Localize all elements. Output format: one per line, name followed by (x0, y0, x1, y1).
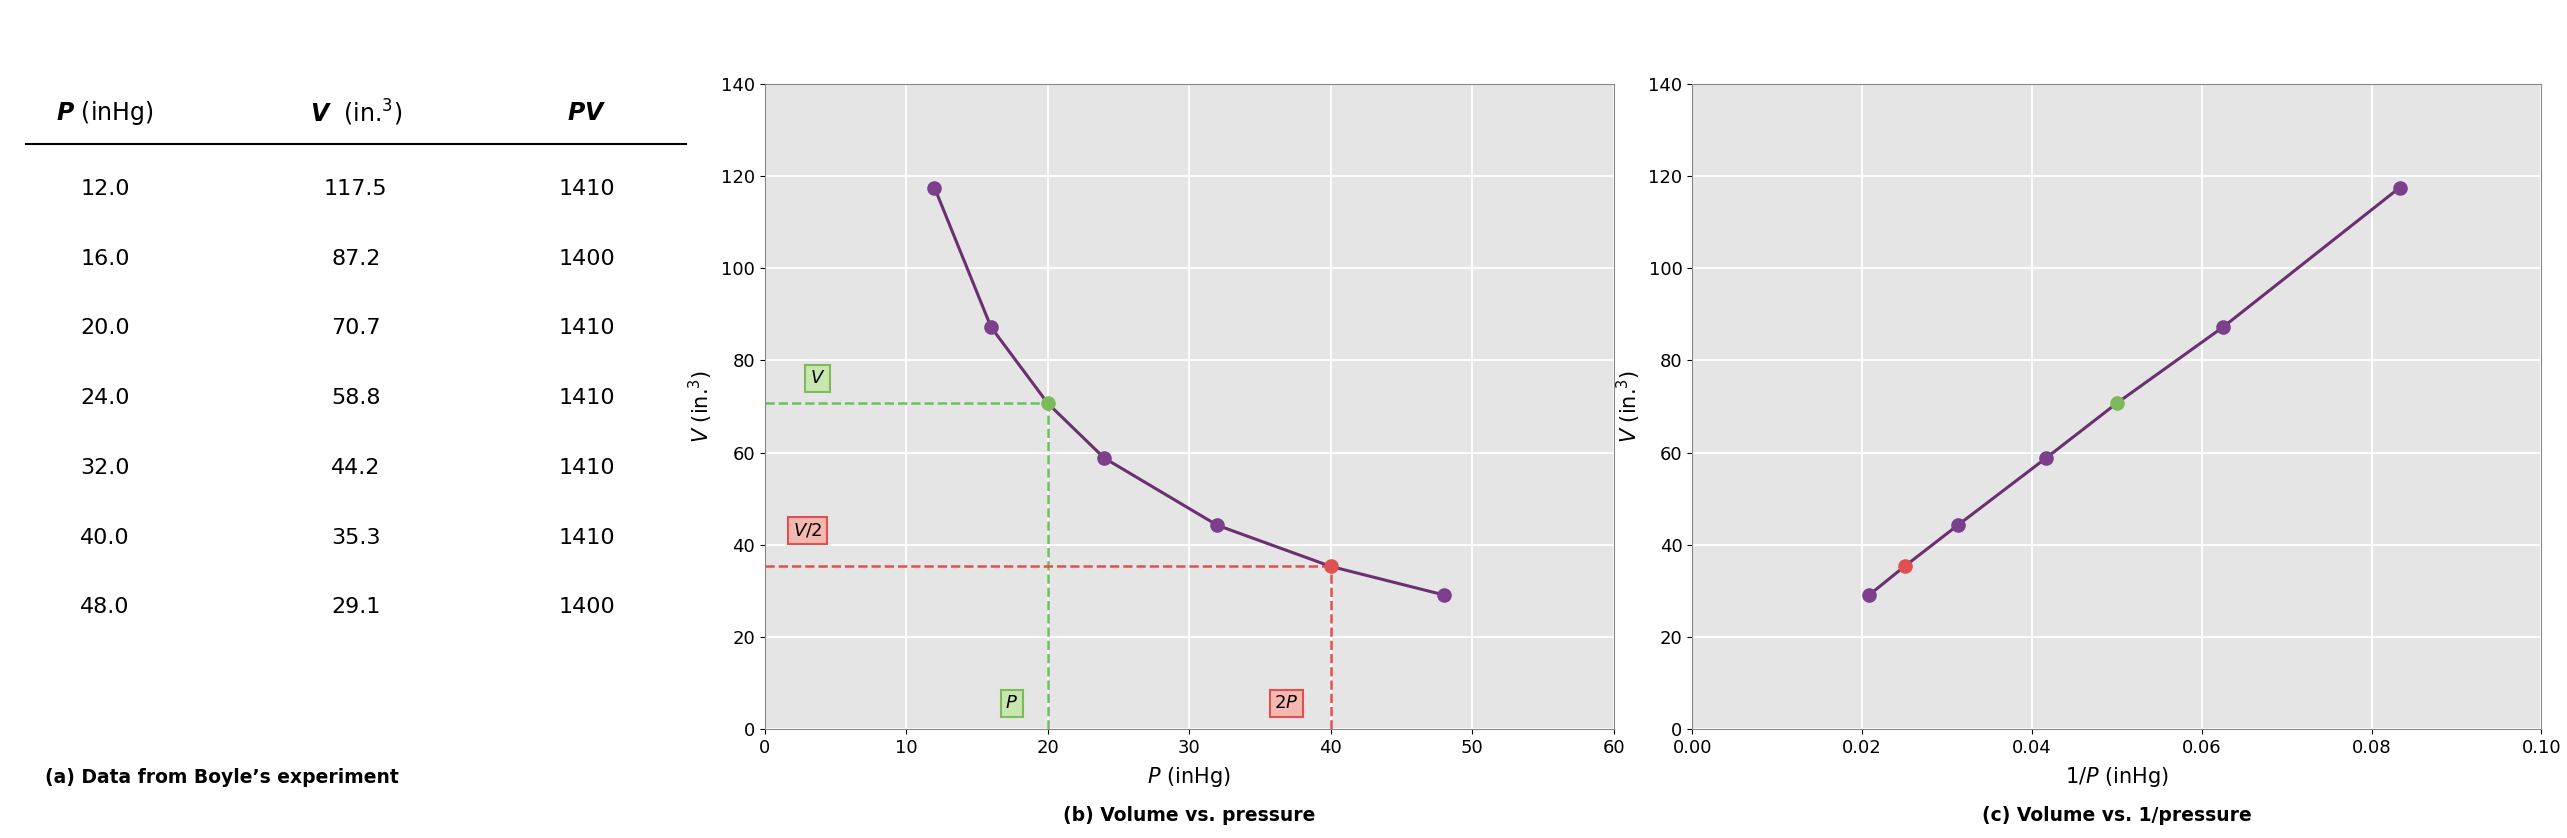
Point (1422, 588, 1463, 602)
Text: $\bfit{V}$  (in.$^3$): $\bfit{V}$ (in.$^3$) (311, 98, 403, 128)
Text: 32.0: 32.0 (80, 458, 131, 478)
Point (1027, 396, 1068, 410)
X-axis label: $\it{P}$ (inHg): $\it{P}$ (inHg) (1147, 765, 1232, 789)
Text: 40.0: 40.0 (80, 528, 131, 547)
Text: 1410: 1410 (560, 318, 616, 339)
Point (1938, 519, 1979, 532)
Text: 1410: 1410 (560, 528, 616, 547)
Text: 44.2: 44.2 (331, 458, 380, 478)
X-axis label: 1/$\it{P}$ (inHg): 1/$\it{P}$ (inHg) (2064, 765, 2169, 789)
Text: 48.0: 48.0 (80, 597, 131, 618)
Text: (a) Data from Boyle’s experiment: (a) Data from Boyle’s experiment (46, 768, 400, 787)
Point (2025, 452, 2066, 465)
Point (1083, 452, 1124, 465)
Point (1309, 560, 1350, 573)
Text: 87.2: 87.2 (331, 249, 380, 269)
Text: (c) Volume vs. 1/pressure: (c) Volume vs. 1/pressure (1982, 806, 2251, 825)
Text: $\it{V}$/2: $\it{V}$/2 (793, 521, 821, 540)
Point (1848, 588, 1889, 602)
Point (1884, 560, 1925, 573)
Text: 58.8: 58.8 (331, 388, 380, 408)
Text: 35.3: 35.3 (331, 528, 380, 547)
Point (2097, 396, 2138, 410)
Text: 2$\it{P}$: 2$\it{P}$ (1273, 695, 1299, 712)
Point (2380, 181, 2421, 194)
Text: $\bfit{PV}$: $\bfit{PV}$ (567, 101, 606, 125)
Text: (b) Volume vs. pressure: (b) Volume vs. pressure (1063, 806, 1314, 825)
Point (970, 320, 1011, 334)
Y-axis label: $\it{V}$ (in.$^3$): $\it{V}$ (in.$^3$) (1615, 370, 1643, 443)
Text: 16.0: 16.0 (80, 249, 131, 269)
Text: 24.0: 24.0 (80, 388, 131, 408)
Text: 1400: 1400 (560, 249, 616, 269)
Y-axis label: $\it{V}$ (in.$^3$): $\it{V}$ (in.$^3$) (688, 370, 716, 443)
Text: $\it{P}$: $\it{P}$ (1006, 695, 1019, 712)
Text: 29.1: 29.1 (331, 597, 380, 618)
Text: 20.0: 20.0 (80, 318, 131, 339)
Text: 70.7: 70.7 (331, 318, 380, 339)
Text: $\it{V}$: $\it{V}$ (811, 370, 824, 387)
Text: 117.5: 117.5 (323, 179, 388, 199)
Text: 1410: 1410 (560, 388, 616, 408)
Text: $\bfit{P}$ (inHg): $\bfit{P}$ (inHg) (56, 99, 154, 127)
Text: 12.0: 12.0 (80, 179, 131, 199)
Text: 1400: 1400 (560, 597, 616, 618)
Point (1196, 519, 1237, 532)
Text: 1410: 1410 (560, 179, 616, 199)
Point (2202, 320, 2244, 334)
Point (914, 181, 955, 194)
Text: 1410: 1410 (560, 458, 616, 478)
